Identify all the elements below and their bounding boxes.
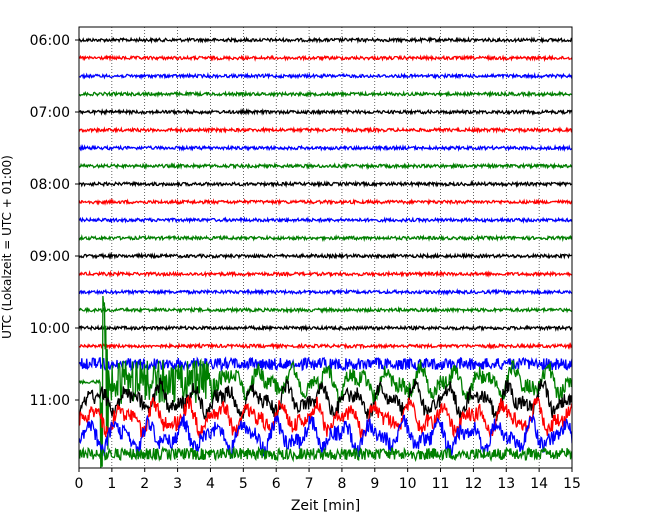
trace-line xyxy=(79,143,572,153)
x-axis-title: Zeit [min] xyxy=(291,498,360,514)
trace-line xyxy=(79,377,572,422)
y-tick-label: 10:00 xyxy=(30,321,70,337)
y-tick-label: 09:00 xyxy=(30,249,70,265)
trace-line xyxy=(79,108,572,117)
y-tick-label: 07:00 xyxy=(30,105,70,121)
x-tick-label: 6 xyxy=(272,476,281,492)
trace-line xyxy=(79,53,572,63)
trace-line xyxy=(79,341,572,351)
x-tick-label: 7 xyxy=(305,476,314,492)
y-axis-title: UTC (Lokalzeit = UTC + 01:00) xyxy=(0,155,14,339)
x-tick-label: 5 xyxy=(239,476,248,492)
x-tick-label: 10 xyxy=(399,476,417,492)
y-tick-label: 06:00 xyxy=(30,33,70,49)
trace-line xyxy=(79,287,572,296)
trace-line xyxy=(79,251,572,260)
trace-line xyxy=(79,216,572,224)
x-tick-label: 12 xyxy=(464,476,482,492)
trace-line xyxy=(79,234,572,243)
x-tick-label: 9 xyxy=(370,476,379,492)
trace-line xyxy=(79,356,572,373)
plot-frame xyxy=(78,26,573,469)
trace-line xyxy=(79,198,572,207)
trace-line xyxy=(79,269,572,279)
trace-line xyxy=(79,89,572,99)
x-tick-label: 11 xyxy=(432,476,450,492)
trace-line xyxy=(79,295,572,468)
x-tick-label: 14 xyxy=(530,476,548,492)
trace-line xyxy=(79,305,572,314)
x-tick-label: 1 xyxy=(107,476,116,492)
x-tick-label: 0 xyxy=(75,476,84,492)
trace-line xyxy=(79,324,572,333)
y-axis: 06:00 07:00 08:00 09:00 10:00 11:00 xyxy=(30,33,79,409)
x-tick-label: 4 xyxy=(206,476,215,492)
trace-line xyxy=(79,161,572,171)
trace-line xyxy=(79,394,572,439)
x-tick-label: 13 xyxy=(497,476,515,492)
y-tick-label: 11:00 xyxy=(30,393,70,409)
trace-line xyxy=(79,179,572,189)
x-tick-label: 2 xyxy=(140,476,149,492)
x-tick-label: 15 xyxy=(563,476,581,492)
x-tick-label: 3 xyxy=(173,476,182,492)
trace-line xyxy=(79,126,572,135)
y-tick-label: 08:00 xyxy=(30,177,70,193)
traces-group xyxy=(79,36,572,468)
trace-line xyxy=(79,36,572,44)
trace-line xyxy=(79,71,572,80)
trace-line xyxy=(79,445,572,463)
x-tick-label: 8 xyxy=(337,476,346,492)
x-axis: 0 1 2 3 4 5 6 7 8 9 10 11 12 13 14 15 xyxy=(75,468,581,492)
